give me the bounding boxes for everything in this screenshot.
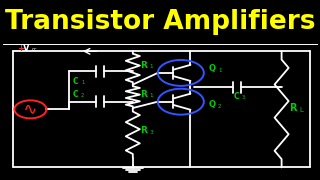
- Text: 1: 1: [218, 68, 221, 73]
- Text: L: L: [299, 107, 303, 113]
- Text: R: R: [289, 103, 297, 112]
- Text: R: R: [140, 126, 147, 135]
- Text: R: R: [140, 61, 147, 70]
- Text: 1: 1: [81, 80, 84, 85]
- Text: cc: cc: [31, 47, 37, 52]
- Text: C: C: [234, 92, 239, 101]
- Text: Transistor Amplifiers: Transistor Amplifiers: [5, 9, 315, 35]
- Text: 1: 1: [149, 64, 153, 69]
- Text: V: V: [23, 44, 29, 53]
- Text: +: +: [18, 44, 25, 53]
- Text: Q: Q: [209, 100, 216, 109]
- Text: 3: 3: [242, 95, 245, 100]
- Text: 2: 2: [218, 104, 221, 109]
- Text: 3: 3: [149, 130, 153, 135]
- Text: C: C: [73, 76, 78, 86]
- Text: C: C: [73, 90, 78, 99]
- Text: Q: Q: [209, 64, 216, 73]
- Text: R: R: [140, 90, 147, 99]
- Text: 2: 2: [81, 93, 84, 98]
- Text: 1: 1: [149, 93, 153, 98]
